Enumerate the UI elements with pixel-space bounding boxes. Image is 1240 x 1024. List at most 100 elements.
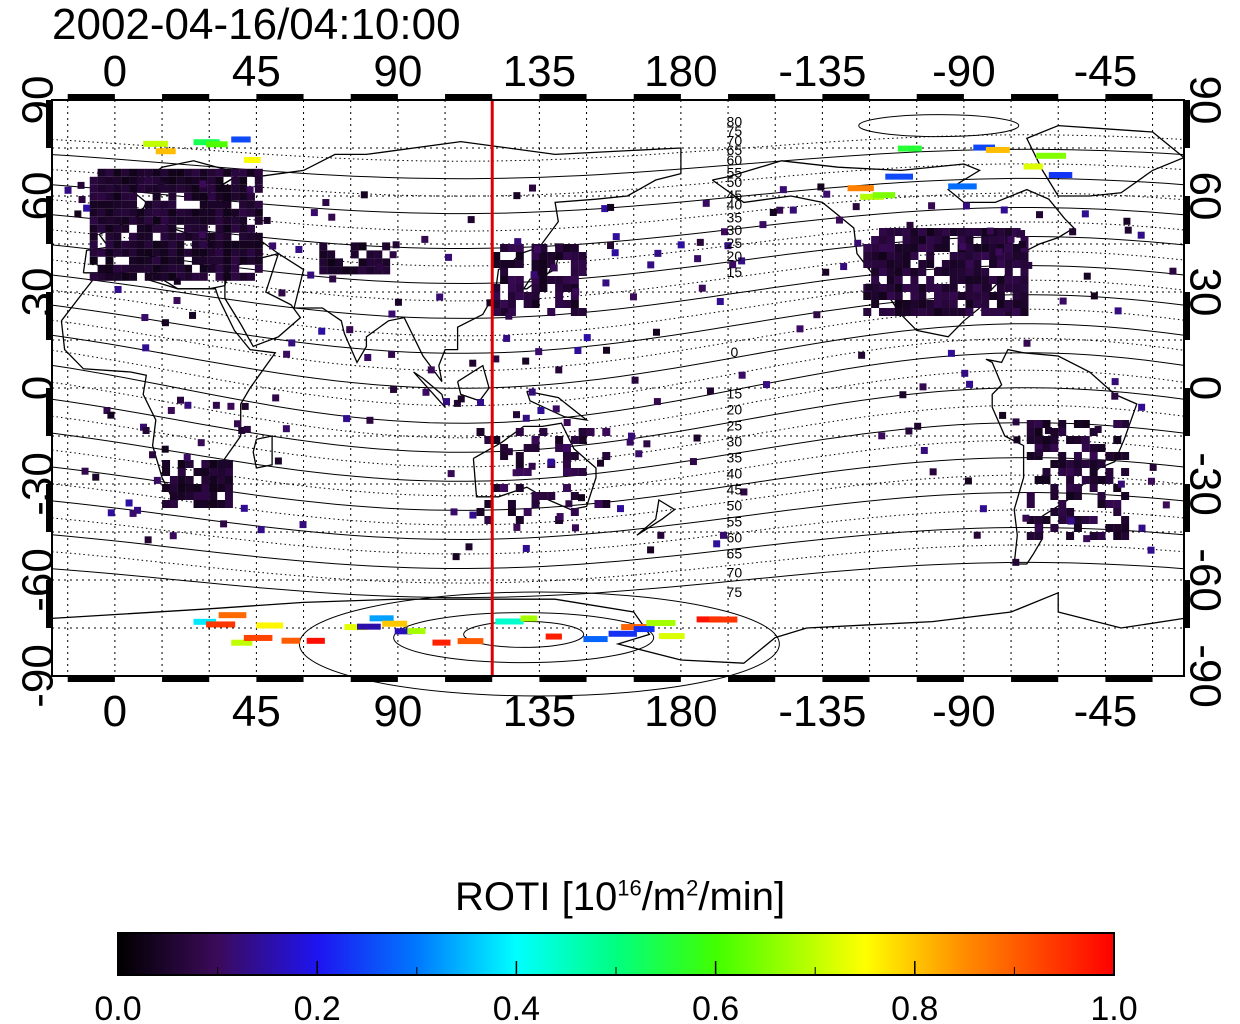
roti-cell bbox=[570, 508, 579, 516]
y-tick-label-left: -90 bbox=[14, 644, 63, 708]
roti-cell bbox=[176, 232, 185, 241]
roti-cell bbox=[602, 500, 611, 508]
roti-cell bbox=[173, 277, 181, 285]
roti-cell bbox=[996, 292, 1005, 300]
roti-cell bbox=[547, 308, 556, 316]
roti-cell bbox=[246, 192, 255, 201]
roti-cell bbox=[507, 308, 516, 316]
roti-cell bbox=[152, 248, 161, 257]
roti-cell bbox=[957, 252, 966, 260]
roti-cell bbox=[948, 183, 977, 190]
roti-cell bbox=[168, 168, 177, 177]
roti-cell bbox=[934, 236, 943, 244]
roti-cell bbox=[878, 268, 887, 276]
roti-cell bbox=[1020, 244, 1029, 252]
roti-cell bbox=[1020, 260, 1029, 268]
roti-cell bbox=[996, 308, 1005, 316]
roti-cell bbox=[531, 500, 540, 508]
roti-cell bbox=[89, 272, 98, 281]
roti-cell bbox=[500, 452, 509, 460]
roti-cell bbox=[522, 414, 530, 422]
roti-cell bbox=[1048, 172, 1073, 179]
roti-cell bbox=[177, 460, 186, 468]
roti-cell bbox=[1012, 252, 1021, 260]
roti-cell bbox=[207, 264, 216, 273]
roti-cell bbox=[878, 252, 887, 260]
roti-cell bbox=[1113, 532, 1122, 540]
roti-cell bbox=[878, 284, 887, 292]
roti-cell bbox=[570, 452, 579, 460]
roti-cell bbox=[515, 516, 524, 524]
roti-cell bbox=[176, 240, 185, 249]
y-tick-label-left: 30 bbox=[14, 268, 63, 317]
roti-cell bbox=[223, 232, 232, 241]
roti-cell bbox=[949, 268, 958, 276]
roti-cell bbox=[1020, 252, 1029, 260]
roti-cell bbox=[910, 284, 919, 292]
roti-cell bbox=[984, 283, 992, 291]
coastline bbox=[51, 591, 1185, 664]
roti-cell bbox=[894, 228, 903, 236]
roti-cell bbox=[1097, 476, 1106, 484]
roti-cell bbox=[515, 252, 524, 260]
roti-cell bbox=[918, 236, 927, 244]
roti-cell bbox=[1012, 260, 1021, 268]
x-tick-label-top: 180 bbox=[644, 47, 717, 96]
roti-cell bbox=[161, 445, 169, 453]
roti-cell bbox=[1058, 516, 1067, 524]
maglat-label: 40 bbox=[727, 197, 743, 213]
roti-cell bbox=[1004, 268, 1013, 276]
roti-cell bbox=[223, 184, 232, 193]
roti-cell bbox=[966, 380, 974, 388]
roti-cell bbox=[215, 216, 224, 225]
roti-cell bbox=[177, 492, 186, 500]
roti-cell bbox=[185, 460, 194, 468]
y-tick-label-right: -90 bbox=[1181, 644, 1230, 708]
roti-cell bbox=[199, 200, 208, 209]
roti-cell bbox=[1113, 508, 1122, 516]
roti-cell bbox=[215, 208, 224, 217]
roti-cell bbox=[246, 248, 255, 257]
coastline bbox=[252, 435, 273, 469]
roti-cell bbox=[335, 258, 343, 267]
roti-cell bbox=[996, 300, 1005, 308]
roti-cell bbox=[965, 308, 974, 316]
roti-cell bbox=[191, 272, 200, 281]
roti-cell bbox=[957, 276, 966, 284]
roti-cell bbox=[452, 553, 460, 561]
roti-cell bbox=[113, 168, 122, 177]
roti-cell bbox=[602, 279, 610, 287]
roti-cell bbox=[160, 272, 169, 281]
roti-cell bbox=[1121, 532, 1130, 540]
roti-cell bbox=[278, 289, 286, 297]
roti-cell bbox=[129, 192, 138, 201]
roti-cell bbox=[105, 176, 114, 185]
roti-cell bbox=[1012, 558, 1020, 566]
axis-border-strip-bottom bbox=[633, 676, 681, 682]
roti-cell bbox=[199, 248, 208, 257]
roti-cell bbox=[223, 240, 232, 249]
roti-cell bbox=[231, 272, 240, 281]
roti-cell bbox=[926, 228, 935, 236]
roti-cell bbox=[224, 468, 233, 476]
maglat-label: 50 bbox=[727, 174, 743, 190]
roti-cell bbox=[935, 266, 943, 274]
roti-cell bbox=[224, 500, 233, 508]
roti-cell bbox=[89, 248, 98, 257]
roti-cell bbox=[374, 258, 383, 267]
roti-cell bbox=[217, 484, 226, 492]
roti-cell bbox=[871, 268, 880, 276]
roti-cell bbox=[136, 232, 145, 241]
roti-cell bbox=[201, 484, 210, 492]
roti-cell bbox=[217, 460, 226, 468]
roti-cell bbox=[492, 300, 501, 308]
roti-cell bbox=[1042, 476, 1051, 484]
roti-cell bbox=[979, 505, 987, 513]
roti-cell bbox=[152, 176, 161, 185]
roti-cell bbox=[1113, 500, 1122, 508]
roti-cell bbox=[555, 292, 564, 300]
roti-cell bbox=[654, 249, 662, 257]
roti-cell bbox=[227, 402, 235, 410]
roti-cell bbox=[105, 240, 114, 249]
roti-cell bbox=[1081, 444, 1090, 452]
